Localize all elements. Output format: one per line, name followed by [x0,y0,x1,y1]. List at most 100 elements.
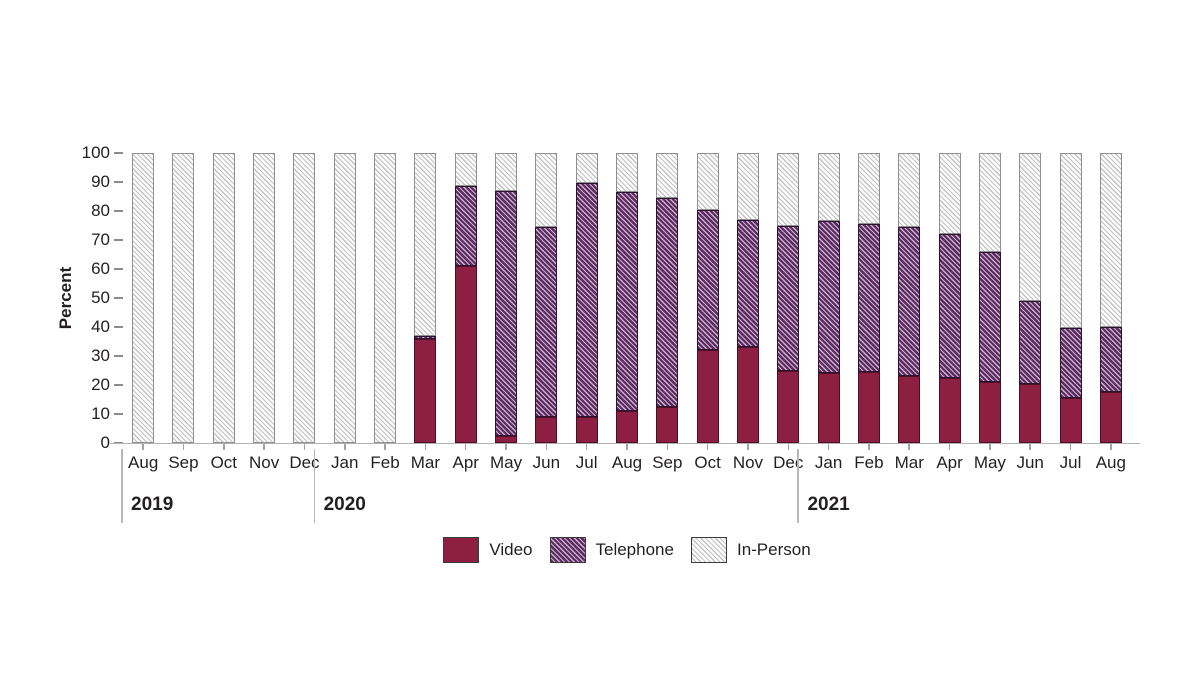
x-tick-mark [223,444,225,450]
year-label: 2021 [807,494,850,515]
bar-segment-telephone [817,221,840,374]
y-tick-label: 90 [91,172,110,191]
month-label: Nov [732,453,764,472]
x-tick-mark [908,444,910,450]
bar-segment-telephone [696,209,719,351]
y-tick-mark [114,355,123,357]
x-tick-mark [424,444,427,450]
month-label: Dec [773,453,804,472]
x-tick-mark [787,444,790,450]
month-label: Mar [894,453,924,472]
bar-segment-video [535,416,558,443]
x-tick-mark [666,444,669,450]
bar-segment-video [1019,383,1042,443]
y-tick-mark [114,152,123,154]
x-tick-mark [1029,444,1031,450]
bar-segment-inperson [454,153,477,187]
year-label: 2019 [131,494,174,515]
year-divider [797,449,799,523]
bar-segment-telephone [414,335,437,339]
month-label: Feb [854,453,884,472]
bar-segment-video [736,347,759,443]
y-tick-mark [114,268,123,270]
month-label: Feb [370,453,400,472]
y-tick-label: 100 [81,143,110,162]
legend-label-telephone: Telephone [595,540,674,559]
bar-segment-inperson [978,153,1001,252]
y-tick-label: 0 [100,433,110,452]
bar-segment-video [1059,398,1082,443]
x-tick-mark [1069,444,1072,450]
bar-segment-video [414,338,437,443]
x-tick-mark [464,444,467,450]
month-label: Jun [532,453,561,472]
y-tick-label: 80 [91,201,110,220]
x-tick-mark [747,444,749,450]
month-label: Dec [289,453,320,472]
bar-segment-inperson [656,153,679,198]
month-label: Sep [168,453,199,472]
bar-segment-video [1099,392,1122,443]
y-tick-mark [114,210,123,212]
bar-segment-video [777,370,800,443]
y-tick-label: 70 [91,230,110,249]
x-tick-mark [182,444,185,450]
x-tick-mark [384,444,386,450]
x-tick-mark [505,444,507,450]
month-label: Aug [128,453,159,472]
y-tick-mark [114,239,123,241]
bar-segment-video [817,373,840,443]
bar-segment-inperson [132,153,155,443]
legend: Video Telephone In-Person [123,537,1131,563]
month-label: Jan [814,453,843,472]
bar-segment-telephone [616,192,638,412]
month-label: Aug [611,453,643,472]
bar-segment-inperson [938,153,961,235]
y-tick-mark [114,326,123,328]
bar-segment-inperson [212,153,235,443]
bar-segment-video [696,350,719,443]
bar-segment-telephone [857,224,880,372]
bar-segment-video [898,376,921,443]
bar-segment-inperson [777,153,800,226]
bar-segment-telephone [575,183,598,417]
bar-segment-telephone [898,226,921,377]
bar-segment-inperson [857,153,880,225]
y-tick-mark [114,413,123,415]
bar-segment-telephone [656,197,679,407]
month-label: Jul [1059,453,1082,472]
bar-segment-video [938,377,961,443]
bar-segment-video [495,435,518,443]
legend-swatch-inperson [690,537,727,563]
bar-segment-telephone [454,186,477,267]
x-tick-mark [948,444,951,450]
legend-item-video: Video [443,537,533,563]
bar-segment-inperson [616,153,638,193]
y-tick-label: 10 [91,404,110,423]
month-label: Jul [575,453,598,472]
y-tick-label: 40 [91,317,110,336]
bar-segment-telephone [1059,328,1082,399]
bar-segment-video [978,382,1001,443]
month-label: Oct [210,453,238,472]
x-tick-mark [142,444,144,450]
bar-segment-telephone [535,226,558,417]
x-tick-mark [706,444,709,450]
month-label: Nov [248,453,280,472]
x-tick-mark [545,444,548,450]
bar-segment-inperson [1099,153,1122,327]
year-divider [121,449,123,523]
x-tick-mark [344,444,346,450]
bar-segment-telephone [938,234,961,378]
bar-segment-video [575,416,598,443]
year-divider [313,449,316,523]
month-label: Jan [331,453,359,472]
x-tick-mark [303,444,306,450]
legend-swatch-video [443,537,480,563]
bar-segment-video [857,371,880,443]
bar-segment-inperson [253,153,276,443]
x-tick-mark [585,444,588,450]
x-tick-mark [626,444,628,450]
legend-swatch-telephone [549,537,586,563]
